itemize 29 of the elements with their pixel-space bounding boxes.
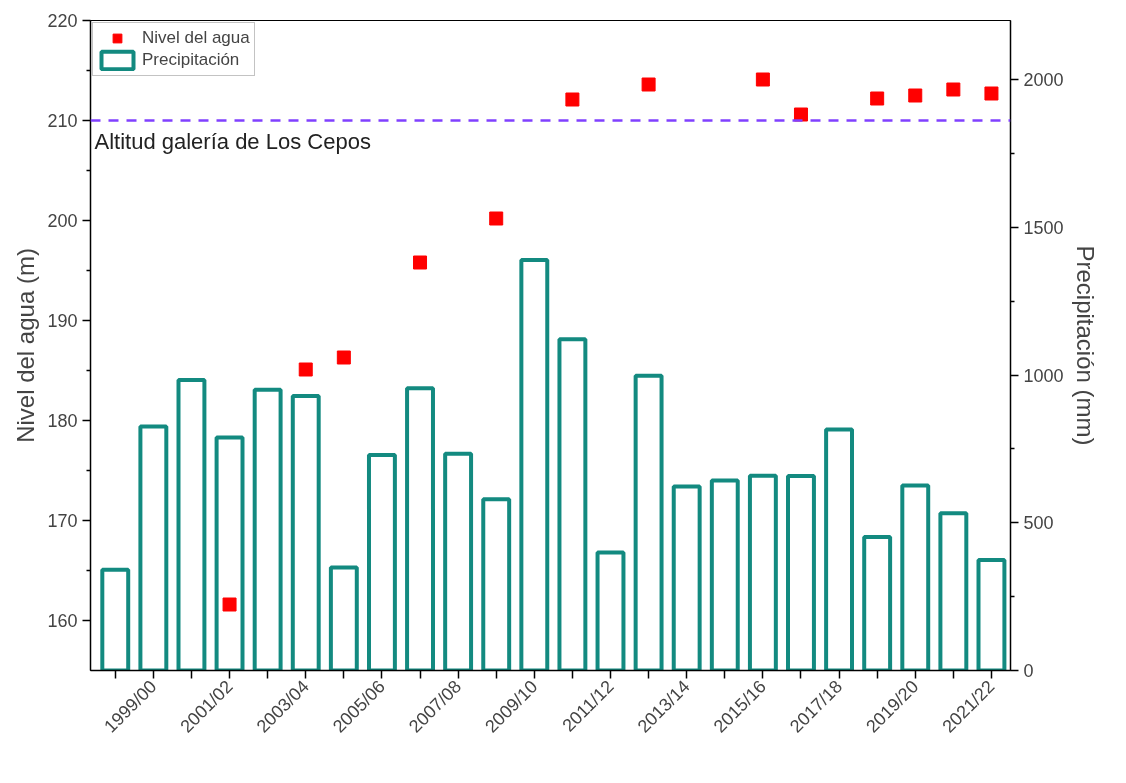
legend-label: Precipitación bbox=[142, 50, 240, 70]
y-tick-label: 220 bbox=[47, 11, 78, 31]
y2-tick-label: 1000 bbox=[1023, 365, 1064, 386]
point bbox=[870, 91, 885, 106]
point bbox=[565, 92, 580, 107]
point bbox=[984, 86, 999, 101]
y-tick-label: 190 bbox=[47, 311, 78, 331]
point bbox=[908, 88, 923, 103]
ref-line-label: Altitud galería de Los Cepos bbox=[94, 128, 371, 154]
y2-axis-title: Precipitación (mm) bbox=[1071, 245, 1099, 446]
point bbox=[641, 77, 656, 92]
point bbox=[222, 597, 237, 612]
y2-tick-label: 1500 bbox=[1023, 217, 1064, 238]
y-tick-label: 170 bbox=[47, 511, 78, 531]
point bbox=[298, 362, 313, 377]
y-tick-label: 200 bbox=[47, 211, 78, 231]
point bbox=[489, 211, 504, 226]
y2-tick-label: 0 bbox=[1023, 661, 1034, 681]
point bbox=[336, 350, 351, 365]
point bbox=[755, 72, 770, 87]
y-tick-label: 180 bbox=[47, 411, 78, 431]
legend-label: Nivel del agua bbox=[142, 28, 250, 48]
y2-tick-label: 2000 bbox=[1023, 70, 1064, 91]
y2-tick-label: 500 bbox=[1023, 513, 1054, 534]
point bbox=[413, 255, 428, 270]
y-tick-label: 160 bbox=[47, 611, 78, 631]
y-tick-label: 210 bbox=[47, 111, 78, 131]
point bbox=[946, 82, 961, 97]
y-axis-title: Nivel del agua (m) bbox=[12, 248, 40, 443]
